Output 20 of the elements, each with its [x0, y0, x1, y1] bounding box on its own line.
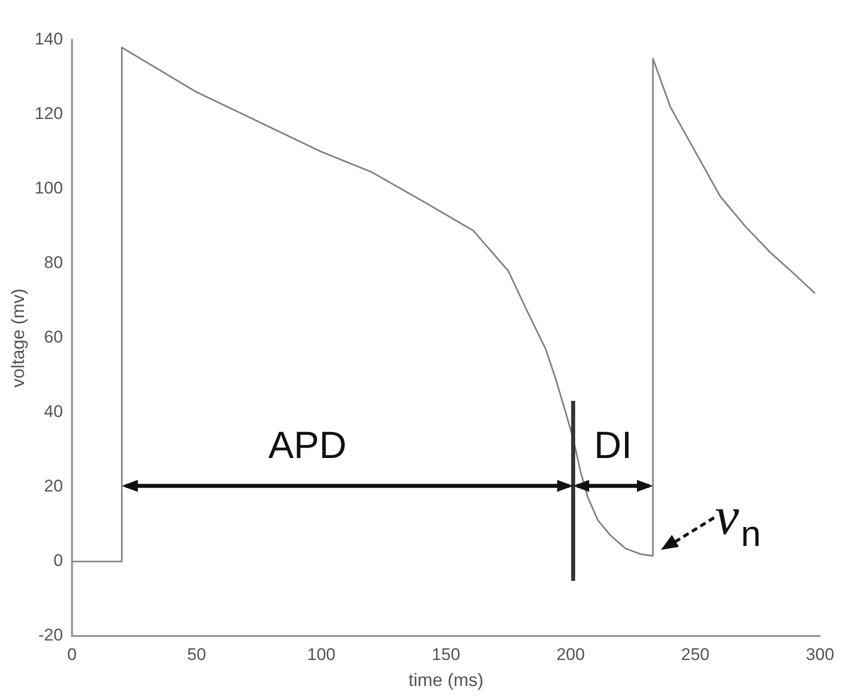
y-tick-label: 120 [34, 104, 63, 124]
x-tick-label: 200 [556, 644, 585, 664]
y-tick-label: 20 [44, 476, 63, 496]
y-tick-label: 40 [44, 402, 63, 422]
x-tick-label: 50 [187, 644, 206, 664]
y-tick-label: -20 [38, 626, 63, 645]
y-tick-label: 60 [44, 328, 63, 347]
y-tick-label: 80 [44, 253, 63, 272]
y-tick-label: 0 [53, 551, 63, 570]
y-tick-label: 140 [34, 30, 63, 49]
y-tick-label: 100 [34, 178, 63, 198]
x-tick-label: 300 [806, 644, 834, 664]
annotation: DI [594, 424, 632, 467]
x-tick-label: 250 [681, 644, 710, 664]
x-tick-label: 100 [307, 644, 336, 664]
x-tick-label: 0 [67, 644, 77, 664]
y-axis-title: voltage (mv) [8, 288, 28, 388]
x-tick-label: 150 [432, 644, 460, 664]
annotation: APD [268, 424, 347, 467]
x-axis-title: time (ms) [408, 670, 484, 690]
